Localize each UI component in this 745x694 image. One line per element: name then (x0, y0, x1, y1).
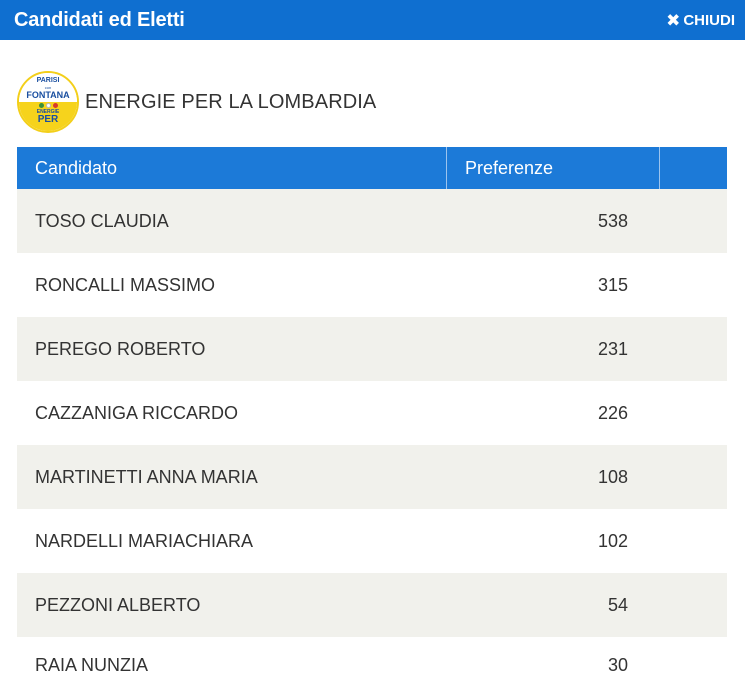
candidate-preferences: 102 (597, 530, 628, 551)
logo-text: FONTANA (26, 90, 70, 100)
modal-title: Candidati ed Eletti (14, 8, 185, 31)
column-header-candidate[interactable]: Candidato (17, 147, 447, 189)
close-icon: ✖ (666, 10, 681, 30)
candidate-name: NARDELLI MARIACHIARA (35, 530, 254, 551)
candidate-preferences: 226 (597, 402, 628, 423)
modal-header: Candidati ed Eletti ✖ CHIUDI (0, 0, 745, 40)
candidate-preferences: 54 (607, 594, 628, 615)
candidates-table: Candidato Preferenze TOSO CLAUDIA 538 RO… (17, 147, 727, 694)
candidate-name: RONCALLI MASSIMO (35, 274, 216, 295)
party-name: ENERGIE PER LA LOMBARDIA (85, 90, 377, 113)
table-body: TOSO CLAUDIA 538 RONCALLI MASSIMO 315 PE… (17, 189, 727, 694)
logo-dots (39, 103, 58, 108)
candidate-name: CAZZANIGA RICCARDO (35, 402, 239, 423)
logo-text: PER (37, 114, 59, 125)
logo-text: ENERGIE (36, 109, 60, 115)
party-logo: PARISI con FONTANA ENERGIE PER (17, 71, 79, 133)
logo-text: con (44, 85, 52, 90)
logo-text: PARISI (36, 77, 60, 84)
candidate-preferences: 315 (597, 274, 628, 295)
column-header-extra (660, 147, 727, 189)
candidate-preferences: 108 (597, 466, 628, 487)
candidate-name: PEZZONI ALBERTO (35, 594, 201, 615)
table-row: TOSO CLAUDIA 538 (17, 189, 727, 253)
candidate-preferences: 30 (607, 655, 628, 675)
party-header: PARISI con FONTANA ENERGIE PER ENERGIE P… (17, 70, 376, 134)
candidate-preferences: 538 (597, 210, 628, 231)
table-row: RAIA NUNZIA 30 (17, 637, 727, 694)
candidate-name: RAIA NUNZIA (35, 655, 149, 675)
close-label: CHIUDI (683, 11, 735, 29)
candidate-name: MARTINETTI ANNA MARIA (35, 466, 258, 487)
table-row: PEZZONI ALBERTO 54 (17, 573, 727, 637)
table-row: RONCALLI MASSIMO 315 (17, 253, 727, 317)
table-header: Candidato Preferenze (17, 147, 727, 189)
column-header-preferences[interactable]: Preferenze (447, 147, 660, 189)
table-row: NARDELLI MARIACHIARA 102 (17, 509, 727, 573)
table-row: MARTINETTI ANNA MARIA 108 (17, 445, 727, 509)
close-button[interactable]: ✖ CHIUDI (666, 12, 735, 29)
table-row: PEREGO ROBERTO 231 (17, 317, 727, 381)
candidate-name: TOSO CLAUDIA (35, 210, 169, 231)
candidate-name: PEREGO ROBERTO (35, 338, 206, 359)
table-row: CAZZANIGA RICCARDO 226 (17, 381, 727, 445)
candidate-preferences: 231 (597, 338, 628, 359)
